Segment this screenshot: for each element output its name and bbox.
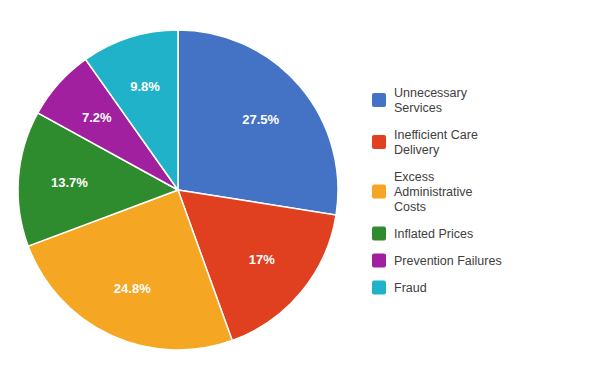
legend-label: UnnecessaryServices — [394, 86, 468, 115]
data-label: 27.5% — [242, 112, 279, 127]
background — [0, 0, 615, 380]
legend-item: Inefficient CareDelivery — [372, 128, 478, 157]
data-labels: 27.5% 17% 24.8% 13.7% 7.2% 9.8% — [51, 79, 280, 296]
legend-label: Inefficient CareDelivery — [394, 128, 478, 157]
legend-swatch — [372, 281, 386, 295]
data-label: 24.8% — [114, 281, 151, 296]
legend-swatch — [372, 227, 386, 241]
pie-slice — [178, 30, 338, 215]
legend-label: ExcessAdministrativeCosts — [394, 170, 473, 214]
legend-label: Prevention Failures — [394, 254, 502, 268]
legend-swatch — [372, 185, 386, 199]
legend-label: Inflated Prices — [394, 227, 473, 241]
legend-item: ExcessAdministrativeCosts — [372, 170, 473, 214]
legend-item: Inflated Prices — [372, 227, 473, 241]
legend-swatch — [372, 135, 386, 149]
pie — [18, 30, 338, 350]
chart: 27.5% 17% 24.8% 13.7% 7.2% 9.8% UnnecessarySer… — [0, 0, 615, 380]
legend-item: Prevention Failures — [372, 254, 502, 268]
legend-item: UnnecessaryServices — [372, 86, 468, 115]
data-label: 7.2% — [82, 110, 112, 125]
legend: UnnecessaryServices Inefficient CareDeliv… — [372, 86, 502, 295]
legend-label: Fraud — [394, 281, 427, 295]
legend-item: Fraud — [372, 281, 427, 295]
legend-swatch — [372, 93, 386, 107]
data-label: 13.7% — [51, 175, 88, 190]
data-label: 17% — [249, 252, 275, 267]
legend-swatch — [372, 254, 386, 268]
data-label: 9.8% — [130, 79, 160, 94]
